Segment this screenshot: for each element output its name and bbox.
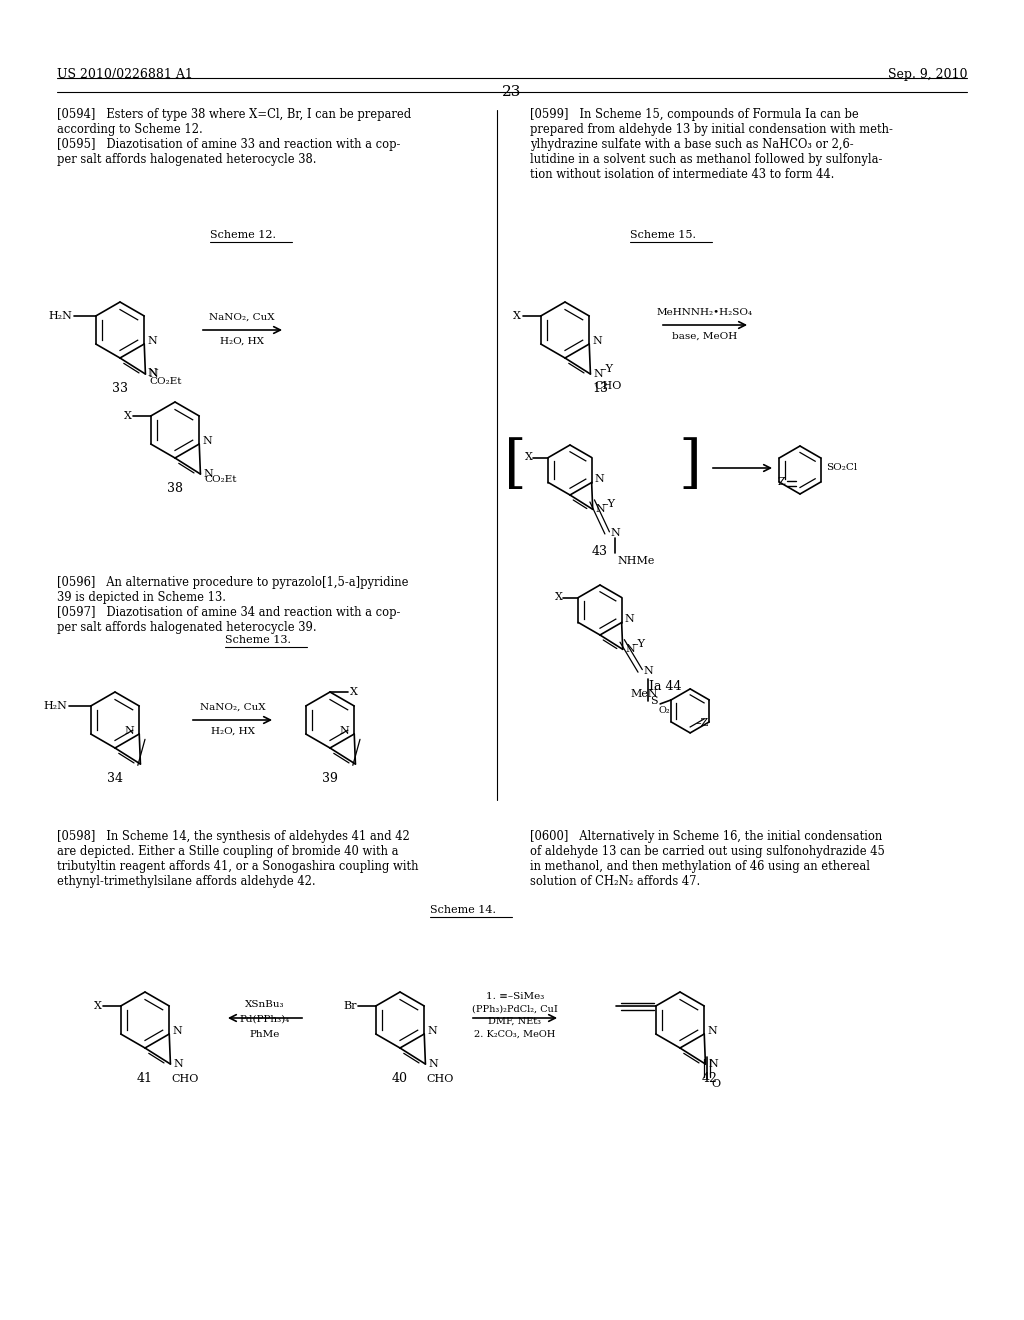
Text: CHO: CHO: [172, 1074, 200, 1084]
Text: N: N: [592, 337, 602, 346]
Text: 33: 33: [112, 381, 128, 395]
Text: NaNO₂, CuX: NaNO₂, CuX: [200, 704, 266, 711]
Text: [: [: [504, 437, 526, 492]
Text: Scheme 12.: Scheme 12.: [210, 230, 276, 240]
Text: 39: 39: [323, 772, 338, 785]
Text: N: N: [709, 1059, 718, 1069]
Text: N: N: [204, 469, 213, 479]
Text: Sep. 9, 2010: Sep. 9, 2010: [888, 69, 967, 81]
Text: H₂O, HX: H₂O, HX: [220, 337, 264, 346]
Text: N: N: [595, 474, 604, 484]
Text: base, MeOH: base, MeOH: [673, 333, 737, 341]
Text: 43: 43: [592, 545, 608, 558]
Text: –Y: –Y: [603, 499, 615, 510]
Text: H₂N: H₂N: [44, 701, 68, 711]
Text: N: N: [203, 436, 212, 446]
Text: N: N: [148, 370, 158, 379]
Text: CHO: CHO: [427, 1074, 455, 1084]
Text: 1. ≡–SiMe₃: 1. ≡–SiMe₃: [485, 993, 544, 1001]
Text: 23: 23: [503, 84, 521, 99]
Text: Z: Z: [777, 477, 785, 487]
Text: NHMe: NHMe: [617, 556, 654, 566]
Text: MeHNNH₂•H₂SO₄: MeHNNH₂•H₂SO₄: [657, 308, 753, 317]
Text: NaNO₂, CuX: NaNO₂, CuX: [209, 313, 274, 322]
Text: [0600]   Alternatively in Scheme 16, the initial condensation
of aldehyde 13 can: [0600] Alternatively in Scheme 16, the i…: [530, 830, 885, 888]
Text: N: N: [610, 528, 620, 539]
Text: [0599]   In Scheme 15, compounds of Formula Ia can be
prepared from aldehyde 13 : [0599] In Scheme 15, compounds of Formul…: [530, 108, 893, 181]
Text: Scheme 15.: Scheme 15.: [630, 230, 696, 240]
Text: 42: 42: [702, 1072, 718, 1085]
Text: N: N: [626, 644, 636, 655]
Text: N: N: [125, 726, 134, 737]
Text: PhMe: PhMe: [250, 1030, 281, 1039]
Text: S: S: [650, 696, 657, 706]
Text: –Y: –Y: [600, 364, 613, 374]
Text: N: N: [427, 1026, 437, 1036]
Text: X: X: [124, 411, 132, 421]
Text: XSnBu₃: XSnBu₃: [246, 1001, 285, 1008]
Text: (PPh₃)₂PdCl₂, CuI: (PPh₃)₂PdCl₂, CuI: [472, 1005, 558, 1014]
Text: Br: Br: [343, 1001, 356, 1011]
Text: X: X: [350, 686, 357, 697]
Text: 38: 38: [167, 482, 183, 495]
Text: 41: 41: [137, 1072, 153, 1085]
Text: N: N: [596, 504, 605, 515]
Text: N: N: [594, 370, 603, 379]
Text: CO₂Et: CO₂Et: [205, 475, 238, 484]
Text: DMF, NEt₃: DMF, NEt₃: [488, 1016, 542, 1026]
Text: US 2010/0226881 A1: US 2010/0226881 A1: [57, 69, 193, 81]
Text: Pd(PPh₃)₄: Pd(PPh₃)₄: [240, 1015, 290, 1024]
Text: [0598]   In Scheme 14, the synthesis of aldehydes 41 and 42
are depicted. Either: [0598] In Scheme 14, the synthesis of al…: [57, 830, 419, 888]
Text: N: N: [172, 1026, 182, 1036]
Text: N: N: [340, 726, 349, 737]
Text: ]: ]: [679, 437, 701, 492]
Text: [0594]   Esters of type 38 where X=Cl, Br, I can be prepared
according to Scheme: [0594] Esters of type 38 where X=Cl, Br,…: [57, 108, 412, 166]
Text: 34: 34: [106, 772, 123, 785]
Text: N: N: [643, 665, 653, 676]
Text: MeN: MeN: [630, 689, 657, 698]
Text: –Z: –Z: [695, 718, 709, 727]
Text: N: N: [625, 615, 635, 624]
Text: N: N: [147, 368, 157, 378]
Text: N: N: [708, 1026, 717, 1036]
Text: 2. K₂CO₃, MeOH: 2. K₂CO₃, MeOH: [474, 1030, 556, 1039]
Text: X: X: [513, 312, 521, 321]
Text: O₂: O₂: [658, 706, 670, 715]
Text: CO₂Et: CO₂Et: [150, 378, 182, 385]
Text: H₂N: H₂N: [49, 312, 73, 321]
Text: CHO: CHO: [595, 381, 623, 391]
Text: N: N: [147, 337, 157, 346]
Text: –Y: –Y: [633, 639, 646, 649]
Text: O: O: [712, 1078, 721, 1089]
Text: [0596]   An alternative procedure to pyrazolo[1,5-a]pyridine
39 is depicted in S: [0596] An alternative procedure to pyraz…: [57, 576, 409, 634]
Text: H₂O, HX: H₂O, HX: [211, 727, 255, 737]
Text: X: X: [94, 1001, 101, 1011]
Text: Ia 44: Ia 44: [649, 680, 681, 693]
Text: 13: 13: [592, 381, 608, 395]
Text: X: X: [524, 453, 532, 462]
Text: SO₂Cl: SO₂Cl: [825, 463, 857, 473]
Text: 40: 40: [392, 1072, 408, 1085]
Text: X: X: [554, 593, 562, 602]
Text: N: N: [173, 1059, 183, 1069]
Text: N: N: [428, 1059, 438, 1069]
Text: Scheme 13.: Scheme 13.: [225, 635, 291, 645]
Text: Scheme 14.: Scheme 14.: [430, 906, 496, 915]
